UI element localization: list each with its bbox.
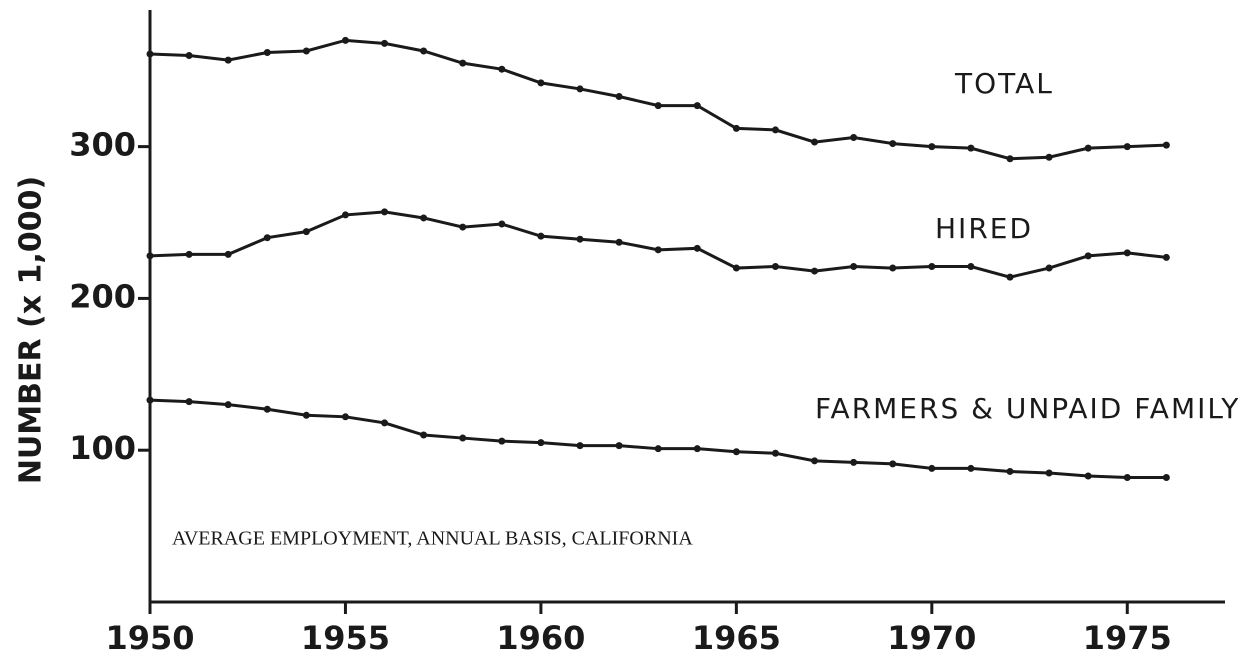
data-point <box>615 238 623 246</box>
data-point <box>146 252 154 260</box>
data-point <box>967 464 975 472</box>
data-point <box>381 208 389 216</box>
data-point <box>341 36 349 44</box>
data-point <box>967 263 975 271</box>
data-point <box>693 102 701 110</box>
data-point <box>1084 144 1092 152</box>
data-point <box>576 442 584 450</box>
x-tick-label: 1965 <box>692 619 781 657</box>
data-point <box>732 448 740 456</box>
data-point <box>1045 469 1053 477</box>
data-point <box>459 434 467 442</box>
data-point <box>889 140 897 148</box>
annotation: AVERAGE EMPLOYMENT, ANNUAL BASIS, CALIFO… <box>172 528 693 550</box>
data-point <box>771 449 779 457</box>
data-point <box>302 411 310 419</box>
data-point <box>420 431 428 439</box>
data-point <box>459 223 467 231</box>
x-tick-label: 1975 <box>1083 619 1172 657</box>
data-point <box>185 52 193 60</box>
data-point <box>693 244 701 252</box>
data-point <box>850 263 858 271</box>
y-tick-label: 100 <box>69 429 136 467</box>
data-point <box>302 47 310 55</box>
data-point <box>263 234 271 242</box>
data-point <box>537 232 545 240</box>
data-point <box>850 458 858 466</box>
data-point <box>928 143 936 151</box>
y-tick-label: 200 <box>69 277 136 315</box>
data-point <box>1084 252 1092 260</box>
data-point <box>732 124 740 132</box>
data-point <box>263 405 271 413</box>
data-point <box>381 39 389 47</box>
data-point <box>146 50 154 58</box>
data-point <box>459 59 467 67</box>
x-tick-label: 1955 <box>301 619 390 657</box>
data-point <box>654 102 662 110</box>
data-point <box>498 437 506 445</box>
data-point <box>928 464 936 472</box>
x-tick-label: 1950 <box>105 619 194 657</box>
data-point <box>615 93 623 101</box>
data-point <box>693 445 701 453</box>
data-point <box>811 138 819 146</box>
data-point <box>341 211 349 219</box>
data-point <box>263 49 271 57</box>
data-point <box>1084 472 1092 480</box>
data-point <box>381 419 389 427</box>
data-point <box>1123 249 1131 257</box>
data-point <box>420 214 428 222</box>
data-point <box>889 264 897 272</box>
data-point <box>811 267 819 275</box>
data-point <box>224 401 232 409</box>
data-point <box>732 264 740 272</box>
data-point <box>1006 467 1014 475</box>
data-point <box>224 56 232 64</box>
data-point <box>654 445 662 453</box>
data-point <box>224 250 232 258</box>
series-label: HIRED <box>935 212 1033 245</box>
data-point <box>302 228 310 236</box>
data-point <box>341 413 349 421</box>
data-point <box>928 263 936 271</box>
data-point <box>1006 155 1014 163</box>
data-point <box>811 457 819 465</box>
data-point <box>967 144 975 152</box>
data-point <box>185 250 193 258</box>
data-point <box>1045 153 1053 161</box>
y-axis-label: NUMBER (x 1,000) <box>14 176 49 484</box>
data-point <box>1162 141 1170 149</box>
data-point <box>615 442 623 450</box>
data-point <box>1045 264 1053 272</box>
data-point <box>146 396 154 404</box>
series-label: FARMERS & UNPAID FAMILY <box>815 392 1238 425</box>
data-point <box>420 47 428 55</box>
data-point <box>1123 474 1131 482</box>
data-point <box>576 235 584 243</box>
data-point <box>771 263 779 271</box>
data-point <box>1006 273 1014 281</box>
data-point <box>889 460 897 468</box>
data-point <box>771 126 779 134</box>
data-point <box>1162 474 1170 482</box>
data-point <box>1123 143 1131 151</box>
data-point <box>185 398 193 406</box>
data-point <box>654 246 662 254</box>
y-tick-label: 300 <box>69 126 136 164</box>
x-tick-label: 1970 <box>887 619 976 657</box>
series-label: TOTAL <box>954 67 1054 100</box>
data-point <box>498 65 506 73</box>
data-point <box>576 85 584 93</box>
data-point <box>537 79 545 87</box>
data-point <box>498 220 506 228</box>
data-point <box>850 134 858 142</box>
x-tick-label: 1960 <box>496 619 585 657</box>
data-point <box>537 439 545 447</box>
data-point <box>1162 253 1170 261</box>
